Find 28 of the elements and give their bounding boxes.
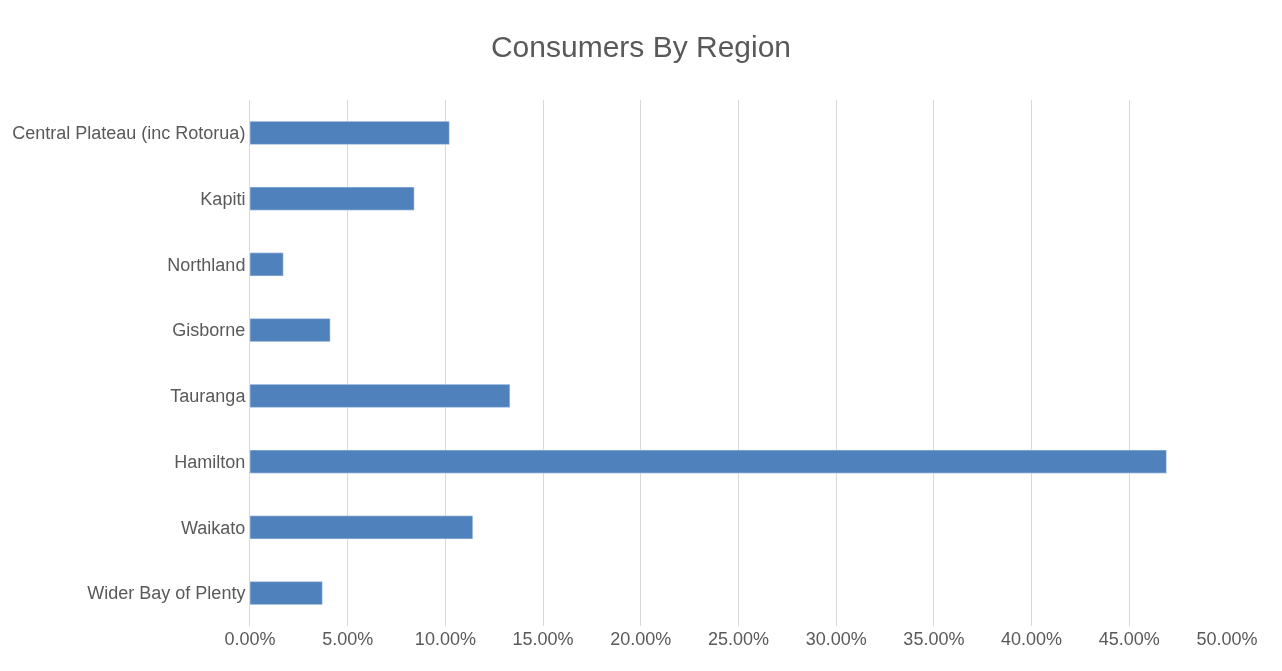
x-tick-label: 0.00% — [224, 629, 276, 649]
bar — [250, 449, 1167, 474]
y-tick-label: Hamilton — [174, 451, 246, 472]
y-tick-label: Gisborne — [172, 320, 246, 341]
bar — [250, 515, 474, 540]
chart-title: Consumers By Region — [490, 30, 792, 64]
bar — [250, 252, 284, 277]
x-tick-label: 35.00% — [903, 629, 965, 649]
x-tick-label: 25.00% — [707, 629, 770, 649]
x-tick-label: 30.00% — [805, 629, 867, 649]
x-tick-label: 20.00% — [610, 629, 672, 649]
y-tick-label: Tauranga — [170, 386, 247, 407]
y-tick-label: Wider Bay of Plenty — [87, 583, 246, 604]
x-tick-label: 5.00% — [322, 629, 374, 649]
y-tick-label: Waikato — [181, 517, 246, 538]
x-tick-label: 50.00% — [1196, 629, 1258, 649]
x-tick-label: 40.00% — [1001, 629, 1063, 649]
bar — [250, 121, 450, 145]
y-tick-label: Kapiti — [200, 188, 246, 209]
bar — [250, 186, 415, 211]
y-tick-label: Central Plateau (inc Rotorua) — [12, 123, 246, 144]
x-tick-label: 45.00% — [1098, 629, 1160, 649]
bar — [250, 318, 331, 342]
bar — [250, 384, 511, 408]
x-tick-label: 10.00% — [414, 629, 476, 649]
bar — [250, 581, 323, 605]
y-tick-label: Northland — [167, 254, 246, 275]
x-tick-label: 15.00% — [512, 629, 574, 649]
